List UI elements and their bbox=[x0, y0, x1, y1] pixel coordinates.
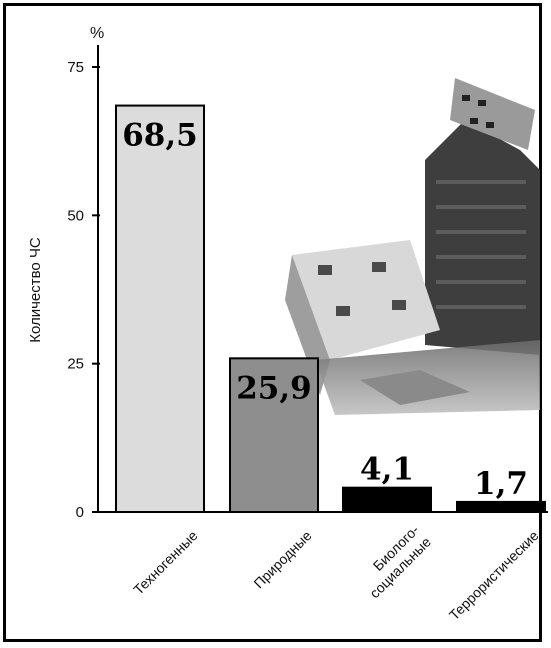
data-label: 68,5 bbox=[122, 118, 198, 154]
category-label: Террористические bbox=[446, 527, 542, 623]
bars bbox=[115, 104, 546, 514]
data-label: 1,7 bbox=[474, 466, 528, 502]
data-labels: 68,5 25,9 4,1 1,7 bbox=[122, 118, 528, 502]
data-label: 25,9 bbox=[236, 370, 312, 406]
y-tick-label: 0 bbox=[76, 504, 84, 521]
bar bbox=[456, 500, 546, 513]
bar bbox=[229, 357, 319, 513]
y-axis-title: Количество ЧС bbox=[27, 237, 44, 343]
bar bbox=[115, 104, 205, 513]
category-label: Биолого-социальные bbox=[366, 521, 434, 601]
category-label-line: Террористические bbox=[446, 527, 542, 623]
y-unit-label: % bbox=[90, 25, 104, 42]
y-tick-label: 75 bbox=[67, 59, 84, 76]
y-tick-label: 25 bbox=[67, 356, 84, 373]
category-labels: Техногенные Природные Биолого-социальные Те… bbox=[130, 521, 542, 623]
data-label: 4,1 bbox=[360, 452, 414, 488]
category-label-line: Природные bbox=[250, 527, 314, 591]
collapsed-building-photo bbox=[285, 78, 540, 415]
category-label: Техногенные bbox=[130, 527, 201, 598]
bar bbox=[342, 486, 432, 514]
category-label-line: Техногенные bbox=[130, 527, 201, 598]
y-tick-label: 50 bbox=[67, 207, 84, 224]
category-label: Природные bbox=[250, 527, 314, 591]
